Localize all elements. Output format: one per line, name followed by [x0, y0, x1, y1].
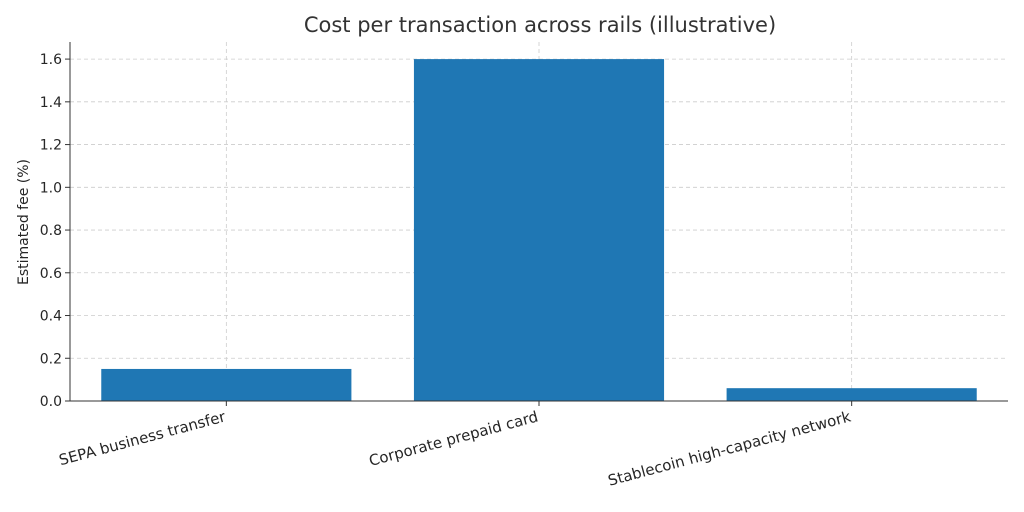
y-tick-label: 1.2: [40, 138, 62, 154]
y-tick-label: 1.4: [40, 95, 62, 111]
axis-layer: [65, 42, 1008, 406]
bar-corporate-prepaid-card: [413, 59, 665, 401]
chart-title: Cost per transaction across rails (illus…: [304, 13, 776, 37]
y-tick-label: 1.6: [40, 52, 62, 68]
y-tick-label: 1.0: [40, 180, 62, 196]
x-tick-label: SEPA business transfer: [57, 407, 228, 469]
y-tick-label: 0.0: [40, 394, 62, 410]
y-tick-label: 0.4: [40, 309, 62, 325]
y-tick-label: 0.2: [40, 351, 62, 367]
x-tick-label: Stablecoin high-capacity network: [606, 407, 853, 489]
bar-stablecoin-high-capacity-network: [726, 388, 977, 401]
bar-layer: [101, 59, 977, 401]
y-tick-label: 0.6: [40, 266, 62, 282]
y-axis-label: Estimated fee (%): [16, 159, 32, 285]
bar-sepa-business-transfer: [101, 368, 352, 401]
x-tick-label: Corporate prepaid card: [367, 407, 540, 470]
y-tick-label: 0.8: [40, 223, 62, 239]
